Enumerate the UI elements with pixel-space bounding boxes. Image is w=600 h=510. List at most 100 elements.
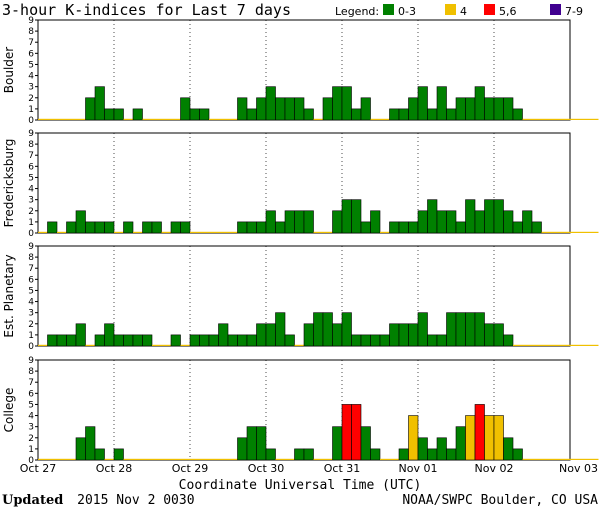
k-bar <box>408 415 419 461</box>
k-bar <box>560 344 570 346</box>
y-tick-label: 4 <box>28 185 34 195</box>
k-bar <box>142 458 152 460</box>
k-bar <box>85 426 96 461</box>
k-bar <box>303 323 314 347</box>
k-bar <box>474 210 485 234</box>
k-bar <box>398 221 409 234</box>
k-bar <box>551 118 561 120</box>
k-bar <box>474 404 485 461</box>
k-bar <box>151 221 162 234</box>
k-bar <box>123 458 133 460</box>
k-bar <box>57 458 67 460</box>
k-bar <box>142 221 153 234</box>
k-bar <box>303 210 314 234</box>
k-bar <box>551 231 561 233</box>
k-bar <box>360 221 371 234</box>
k-bar <box>171 458 181 460</box>
k-bar <box>246 426 257 461</box>
k-bar <box>351 334 362 347</box>
k-bar <box>455 312 466 347</box>
k-bar <box>541 118 551 120</box>
k-bar <box>512 448 523 461</box>
k-bar <box>104 323 115 347</box>
k-bar <box>532 344 542 346</box>
k-bar <box>493 323 504 347</box>
k-bar <box>66 334 77 347</box>
y-tick-label: 7 <box>28 38 34 48</box>
k-bar <box>132 108 143 121</box>
k-bar <box>512 221 523 234</box>
legend-title: Legend: <box>335 5 379 18</box>
k-bar <box>56 334 67 347</box>
k-bar <box>417 312 428 347</box>
k-bar <box>180 458 190 460</box>
k-bar <box>284 210 295 234</box>
k-bar <box>66 221 77 234</box>
updated-label: Updated <box>2 493 63 508</box>
k-bar <box>484 415 495 461</box>
k-bar <box>38 344 48 346</box>
k-bar <box>132 334 143 347</box>
k-bar <box>589 231 599 233</box>
k-bar <box>427 108 438 121</box>
k-bar <box>38 118 48 120</box>
k-bar <box>323 231 333 233</box>
k-bar <box>570 118 580 120</box>
k-bar <box>161 231 171 233</box>
k-bar <box>503 437 514 461</box>
k-bar <box>133 458 143 460</box>
k-bar <box>389 458 399 460</box>
k-bar <box>551 344 561 346</box>
k-bar <box>66 458 76 460</box>
y-tick-label: 2 <box>28 320 34 330</box>
k-bar <box>408 221 419 234</box>
k-bar <box>560 458 570 460</box>
x-tick-label: Oct 30 <box>248 462 285 475</box>
k-bar <box>560 118 570 120</box>
k-bar <box>199 108 210 121</box>
k-bar <box>133 231 143 233</box>
k-bar <box>532 118 542 120</box>
y-tick-label: 7 <box>28 151 34 161</box>
k-bar <box>237 221 248 234</box>
y-tick-label: 6 <box>28 49 34 59</box>
k-bar <box>85 344 95 346</box>
k-bar <box>256 221 267 234</box>
legend-label: 7-9 <box>565 5 583 18</box>
k-bar <box>294 344 304 346</box>
y-tick-label: 5 <box>28 173 34 183</box>
k-bar <box>522 118 532 120</box>
k-bar <box>313 231 323 233</box>
k-bar <box>76 118 86 120</box>
k-bar <box>579 231 589 233</box>
k-bar <box>579 344 589 346</box>
station-label: Fredericksburg <box>2 139 16 228</box>
k-bar <box>370 118 380 120</box>
k-bar <box>303 448 314 461</box>
y-tick-label: 0 <box>28 229 34 239</box>
k-bar <box>493 97 504 121</box>
k-bar <box>66 118 76 120</box>
y-tick-label: 5 <box>28 60 34 70</box>
k-bar <box>75 323 86 347</box>
k-bar <box>589 458 599 460</box>
k-bar <box>265 448 276 461</box>
k-bar <box>512 108 523 121</box>
k-bar <box>322 97 333 121</box>
k-bar <box>189 108 200 121</box>
x-tick-label: Oct 29 <box>172 462 209 475</box>
k-bar <box>455 97 466 121</box>
k-bar <box>398 323 409 347</box>
k-bar <box>332 426 343 461</box>
k-bar <box>265 210 276 234</box>
k-bar <box>417 86 428 121</box>
k-bar <box>532 458 542 460</box>
k-bar <box>484 97 495 121</box>
y-tick-label: 2 <box>28 207 34 217</box>
k-bar <box>370 210 381 234</box>
k-bar <box>113 448 124 461</box>
k-bar <box>94 448 105 461</box>
